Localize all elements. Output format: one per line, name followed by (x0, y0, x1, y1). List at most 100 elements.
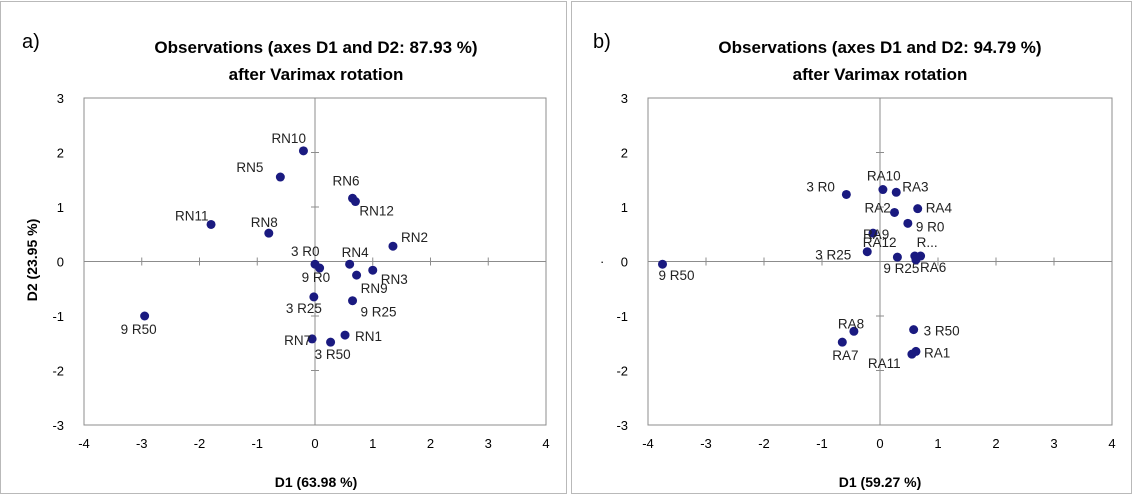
panel-b-x-tick-label: 4 (1108, 436, 1115, 451)
panel-a-point-label: RN8 (251, 215, 278, 230)
panel-b-y-tick-label: 3 (621, 91, 628, 106)
panel-a-point-marker (388, 241, 398, 251)
panel-a-x-axis-title: D1 (63.98 %) (275, 474, 357, 490)
panel-b-point-label: 3 R0 (806, 179, 835, 194)
panel-b-y-tick-label: -2 (616, 364, 628, 379)
panel-a-point-marker (350, 197, 360, 207)
panel-b-point-label: RA12 (863, 235, 897, 250)
panel-a-point-label: 9 R0 (302, 270, 331, 285)
panel-b-point-label: RA4 (926, 201, 953, 216)
panel-b-point-marker (868, 228, 878, 238)
panel-a-point-label: RN1 (355, 329, 382, 344)
panel-a-point-marker (140, 311, 150, 321)
panel-a-x-tick-label: -4 (78, 436, 90, 451)
panel-a-y-tick-label: 3 (57, 91, 64, 106)
panel-a-point-label: 3 R0 (291, 244, 320, 259)
panel-a-y-tick-label: -2 (52, 364, 64, 379)
panel-a-point-label: RN9 (361, 281, 388, 296)
panel-b-x-tick-label: -3 (700, 436, 712, 451)
panel-b-y-tick-label: -1 (616, 309, 628, 324)
panel-a-point-marker (307, 334, 317, 344)
panel-b-point-marker (892, 252, 902, 262)
panel-b-point-label: 9 R0 (916, 219, 945, 234)
panel-a-y-tick-label: 0 (57, 255, 64, 270)
panel-b-point-marker (862, 247, 872, 257)
panel-b-y-tick-label: -3 (616, 418, 628, 433)
panel-a-title-line1: Observations (axes D1 and D2: 87.93 %) (154, 38, 477, 57)
panel-a-y-tick-label: -1 (52, 309, 64, 324)
panel-a-point-label: RN6 (333, 173, 360, 188)
panel-b-point-label: 3 R25 (815, 248, 851, 263)
panel-b-point-label: RA9 (863, 227, 889, 242)
panel-b-point-marker (841, 189, 851, 199)
panel-b-x-tick-label: 2 (992, 436, 999, 451)
panel-b-x-tick-label: 0 (876, 436, 883, 451)
panel-a-point-label: RN3 (381, 272, 408, 287)
panel-a-y-tick-label: -3 (52, 418, 64, 433)
panel-b-x-tick-label: 3 (1050, 436, 1057, 451)
panel-a-x-tick-label: 4 (542, 436, 549, 451)
panel-a-point-marker (275, 172, 285, 182)
panel-a-x-tick-label: -1 (251, 436, 263, 451)
stray-dot-mark: · (600, 254, 604, 269)
panel-a-x-tick-label: -2 (194, 436, 206, 451)
panel-a-point-label: RN5 (236, 160, 263, 175)
panel-a-x-tick-label: 1 (369, 436, 376, 451)
panel-a-title-line2: after Varimax rotation (229, 65, 404, 84)
panel-b-point-marker (658, 259, 667, 269)
panel-a-x-tick-label: 2 (427, 436, 434, 451)
panel-b-point-marker (909, 325, 919, 335)
panel-a-y-axis-title: D2 (23.95 %) (24, 219, 40, 301)
panel-a-point-marker (368, 265, 378, 275)
panel-a-point-label: 9 R50 (121, 322, 157, 337)
panel-b-point-label: RA3 (902, 179, 928, 194)
panel-b-title-line2: after Varimax rotation (793, 65, 968, 84)
panel-b-frame (571, 1, 1132, 494)
panel-a-point-label: RN10 (271, 131, 306, 146)
panel-a-point-label: RN4 (342, 245, 369, 260)
panel-a-letter: a) (22, 31, 40, 53)
panel-a-point-marker (264, 228, 274, 238)
panel-b-y-tick-label: 1 (621, 200, 628, 215)
panel-a-y-tick-label: 2 (57, 146, 64, 161)
panel-b-point-label: RA11 (868, 356, 901, 371)
panel-a-point-label: RN2 (401, 230, 428, 245)
panel-a-point-label: 9 R25 (361, 305, 397, 320)
panel-a-y-tick-label: 1 (57, 200, 64, 215)
panel-b-point-marker (903, 218, 913, 228)
panel-b-point-marker (878, 185, 888, 195)
panel-a-point-marker (206, 219, 216, 229)
panel-b-point-marker (911, 255, 921, 265)
panel-b-point-label: 9 R50 (659, 268, 695, 283)
panel-b-point-label: 3 R50 (924, 324, 960, 339)
panel-a-x-tick-label: -3 (136, 436, 148, 451)
panel-a-plot: -4 -3 -2 -1 0 1 2 3 4 -3 -2 -1 0 1 2 3 RN10 RN5 RN6 RN12 RN1… (52, 91, 549, 451)
panel-b-letter: b) (593, 31, 611, 53)
panel-a-point-label: RN12 (359, 204, 394, 219)
panel-b-point-marker (913, 204, 923, 214)
panel-b-point-label: 9 R25 (883, 261, 919, 276)
panel-b-x-tick-label: -4 (642, 436, 654, 451)
panel-a-point-label: RN11 (175, 208, 209, 223)
panel-a-point-label: RN7 (284, 333, 311, 348)
panel-b-point-label: RA8 (838, 316, 864, 331)
panel-a-point-marker (345, 259, 355, 269)
panel-a-frame (0, 1, 567, 494)
panel-a-point-marker (326, 337, 336, 347)
panel-b-x-tick-label: -2 (758, 436, 770, 451)
panel-b-point-label: RA1 (924, 345, 950, 360)
panel-a-point-marker (352, 270, 362, 280)
panel-b-y-tick-label: 2 (621, 146, 628, 161)
panel-b-x-tick-label: -1 (816, 436, 828, 451)
panel-b-point-marker (890, 207, 899, 217)
panel-a-point-marker (298, 146, 308, 156)
panel-a-point-label: 3 R50 (315, 347, 351, 362)
panel-a-point-marker (315, 263, 325, 273)
panel-a-point-marker (340, 330, 350, 340)
panel-b-point-label: RA6 (920, 260, 946, 275)
panel-b-point-label: RA7 (832, 348, 858, 363)
panel-b-point-label: RA2 (865, 200, 891, 215)
